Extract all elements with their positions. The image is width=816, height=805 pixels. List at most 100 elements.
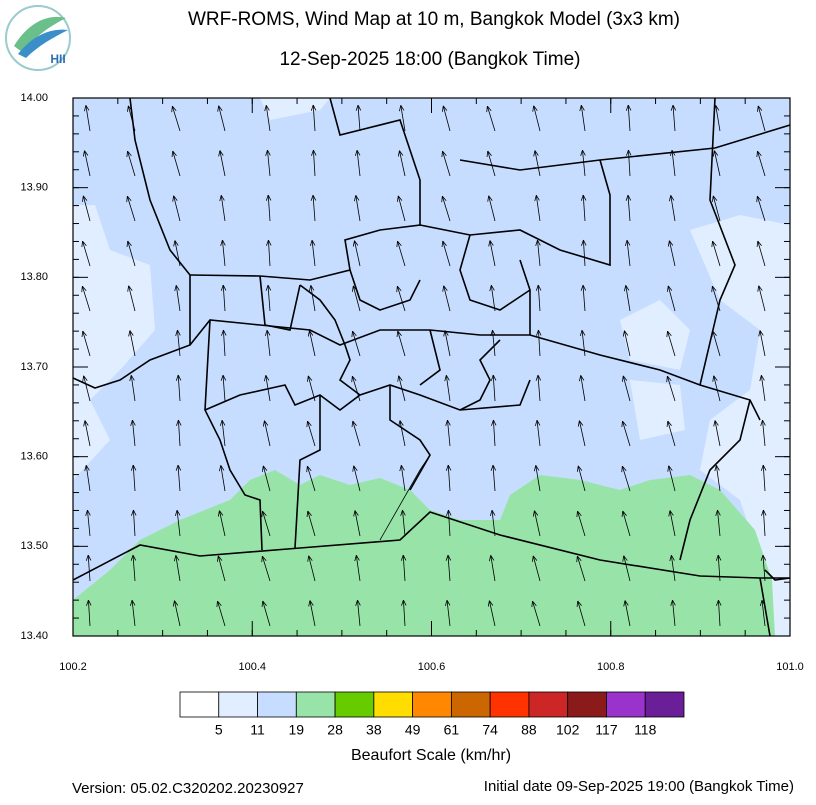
wind-arrow	[221, 329, 227, 357]
colorbar-label: 19	[289, 722, 305, 738]
arrow-head	[355, 195, 360, 201]
y-tick-label: 13.90	[20, 182, 48, 194]
wind-arrow	[668, 195, 676, 222]
arrow-head	[442, 105, 444, 112]
wind-arrow	[352, 285, 361, 312]
arrow-shaft	[762, 420, 766, 447]
arrow-head	[486, 150, 489, 158]
colorbar-label: 5	[215, 722, 223, 738]
arrow-head	[354, 150, 358, 157]
arrow-head	[534, 150, 539, 156]
arrow-head	[306, 510, 309, 518]
arrow-head	[131, 509, 134, 516]
wind-arrow	[535, 284, 542, 312]
wind-arrow	[711, 330, 721, 357]
wind-arrow	[264, 329, 271, 357]
wind-arrow	[533, 465, 541, 492]
x-tick-label: 100.8	[597, 661, 625, 673]
wind-arrow	[307, 330, 316, 357]
wind-arrow	[534, 419, 541, 447]
arrow-head	[264, 330, 268, 337]
arrow-head	[353, 465, 358, 471]
arrow-head	[763, 509, 767, 516]
wind-arrow	[756, 240, 766, 267]
arrow-head	[397, 150, 400, 157]
arrow-shaft	[307, 420, 316, 447]
arrow-shaft	[623, 555, 631, 582]
arrow-head	[356, 149, 361, 156]
arrow-head	[85, 105, 90, 111]
arrow-head	[712, 195, 718, 201]
arrow-shaft	[175, 555, 181, 582]
arrow-head	[580, 194, 584, 201]
wind-arrow	[490, 374, 497, 402]
arrow-head	[82, 375, 85, 382]
wind-arrow	[760, 464, 767, 492]
wind-arrow	[577, 465, 586, 492]
arrow-shaft	[448, 510, 451, 537]
arrow-head	[761, 509, 764, 516]
colorbar-label: 117	[595, 722, 618, 738]
colorbar-label: 74	[482, 722, 498, 738]
arrow-head	[670, 104, 674, 111]
x-tick-label: 100.4	[238, 661, 266, 673]
arrow-head	[220, 284, 224, 291]
arrow-shaft	[357, 600, 361, 627]
arrow-head	[622, 375, 628, 381]
arrow-head	[218, 105, 223, 111]
wind-arrow	[308, 600, 316, 627]
arrow-head	[261, 600, 264, 608]
arrow-head	[84, 465, 87, 472]
colorbar: 5 11 19 28 38 49 61 74 88 102 117 118	[179, 691, 685, 738]
arrow-shaft	[219, 510, 226, 537]
arrow-head	[489, 285, 492, 292]
arrow-head	[627, 104, 632, 111]
wind-arrow	[354, 149, 361, 177]
arrow-head	[357, 599, 361, 606]
arrow-head	[262, 600, 267, 606]
arrow-head	[399, 465, 402, 472]
arrow-head	[576, 600, 579, 608]
arrow-head	[262, 510, 267, 516]
arrow-head	[129, 330, 134, 336]
arrow-head	[491, 419, 494, 426]
x-tick-label: 100.6	[418, 661, 446, 673]
wind-arrow	[396, 240, 406, 267]
arrow-head	[172, 195, 175, 202]
arrow-head	[399, 150, 404, 156]
arrow-head	[171, 150, 174, 158]
wind-arrow	[127, 105, 136, 132]
arrow-head	[669, 510, 674, 516]
arrow-head	[762, 419, 766, 426]
arrow-head	[715, 554, 719, 561]
arrow-shaft	[534, 150, 541, 177]
arrow-shaft	[308, 555, 316, 582]
arrow-head	[626, 149, 629, 156]
arrow-head	[81, 330, 84, 338]
arrow-head	[83, 375, 88, 381]
arrow-head	[265, 194, 269, 201]
arrow-shaft	[670, 555, 676, 582]
arrow-shaft	[489, 240, 496, 267]
wind-arrow	[126, 195, 136, 222]
wind-arrow	[81, 285, 91, 312]
arrow-head	[489, 510, 493, 517]
arrow-head	[756, 240, 759, 248]
wind-arrow	[310, 194, 317, 222]
x-tick-label: 100.2	[59, 661, 87, 673]
wind-arrow	[351, 330, 361, 357]
wind-arrow	[216, 600, 226, 627]
arrow-head	[622, 420, 627, 426]
wind-arrow	[127, 285, 136, 312]
colorbar-box	[644, 691, 685, 718]
arrow-head	[351, 420, 354, 428]
arrow-head	[177, 464, 182, 471]
arrow-shaft	[671, 150, 676, 177]
arrow-head	[85, 554, 89, 561]
wind-arrow	[760, 554, 767, 582]
colorbar-label: 88	[521, 722, 537, 738]
wind-arrow	[129, 375, 136, 402]
arrow-shaft	[352, 285, 361, 312]
arrow-head	[402, 554, 407, 561]
arrow-head	[397, 195, 399, 202]
